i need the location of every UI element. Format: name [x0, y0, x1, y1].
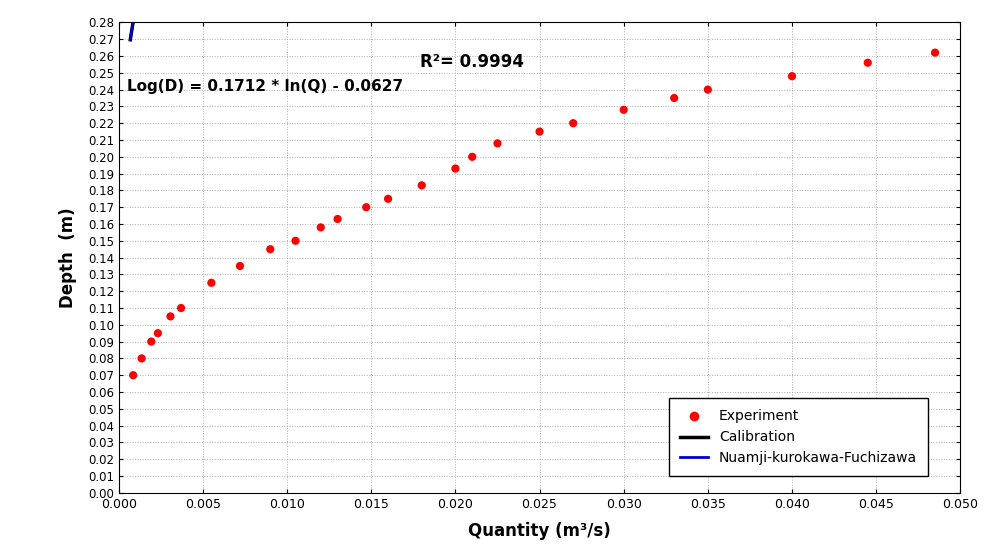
Point	[784, 72, 800, 81]
Point	[380, 194, 396, 203]
Point	[204, 278, 220, 287]
Point	[490, 139, 506, 148]
X-axis label: Quantity (m³/s): Quantity (m³/s)	[468, 522, 611, 540]
Legend: Experiment, Calibration, Nuamji-kurokawa-Fuchizawa: Experiment, Calibration, Nuamji-kurokawa…	[669, 398, 928, 477]
Point	[666, 94, 682, 102]
Point	[313, 223, 329, 232]
Point	[173, 304, 189, 312]
Point	[464, 152, 480, 161]
Point	[126, 371, 142, 380]
Point	[134, 354, 149, 363]
Text: R²= 0.9994: R²= 0.9994	[420, 53, 525, 71]
Point	[287, 236, 303, 245]
Point	[927, 48, 942, 57]
Point	[616, 105, 632, 114]
Point	[447, 164, 463, 173]
Point	[232, 262, 248, 270]
Point	[162, 312, 178, 321]
Y-axis label: Depth  (m): Depth (m)	[58, 207, 76, 308]
Point	[414, 181, 430, 190]
Point	[700, 85, 716, 94]
Point	[330, 214, 346, 223]
Point	[149, 329, 165, 338]
Point	[262, 245, 278, 254]
Point	[565, 119, 581, 128]
Point	[859, 58, 875, 67]
Point	[532, 127, 547, 136]
Point	[358, 203, 374, 212]
Text: Log(D) = 0.1712 * ln(Q) - 0.0627: Log(D) = 0.1712 * ln(Q) - 0.0627	[127, 79, 403, 94]
Point	[144, 337, 159, 346]
